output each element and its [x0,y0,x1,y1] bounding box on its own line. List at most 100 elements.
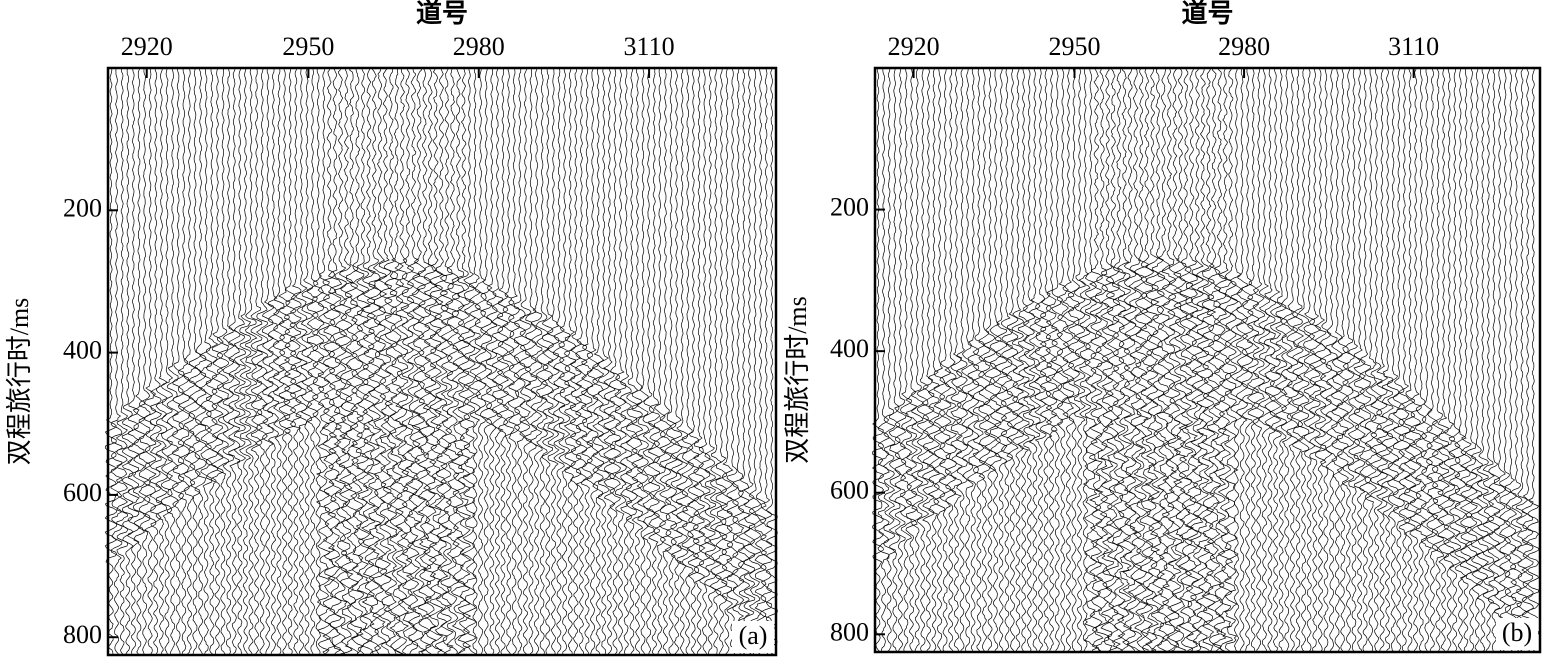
trace [905,67,918,653]
trace [608,67,622,655]
trace [400,67,416,655]
trace [405,67,422,655]
trace [653,67,667,655]
trace [306,67,319,655]
trace [636,67,650,655]
trace [194,67,207,655]
trace [205,67,219,655]
trace [541,67,555,655]
trace [553,67,565,655]
trace [491,67,504,655]
trace [1527,67,1540,653]
trace [983,67,997,653]
trace [1122,67,1138,653]
trace [1000,67,1013,653]
trace [355,67,371,655]
y-tick-label: 400 [63,336,102,365]
trace [1331,67,1344,653]
trace [160,67,174,655]
trace [383,67,399,655]
trace [720,67,734,655]
trace [597,67,610,655]
trace [1116,67,1133,653]
trace [315,67,332,655]
trace [104,67,118,655]
trace [1314,67,1327,653]
trace [1403,67,1417,653]
trace [1347,67,1361,653]
trace [474,67,487,655]
trace [1269,67,1282,653]
trace [698,67,711,655]
panel: 道号 2920 2950 2980 3110 200 400 600 800 双程旅行时/ms (a… [5,0,778,657]
trace [1039,67,1053,653]
trace [149,68,163,655]
trace [1139,67,1155,653]
trace [1073,67,1086,653]
trace [994,67,1008,653]
trace [166,67,179,655]
trace [563,67,577,655]
trace [393,67,410,655]
trace [743,67,756,655]
trace [939,67,952,653]
trace [1303,67,1316,653]
trace [233,67,247,655]
trace [1127,67,1144,653]
trace [1325,67,1338,653]
trace [1392,67,1405,653]
trace [1308,67,1322,653]
trace [732,67,745,655]
trace [138,67,151,655]
trace [575,67,588,655]
trace [1459,67,1473,653]
y-axis-title: 双程旅行时/ms [5,298,34,466]
trace [216,67,229,655]
trace [1223,67,1239,653]
trace [283,67,297,655]
trace [261,68,274,654]
trace [1150,67,1166,653]
trace [132,67,146,655]
trace [519,67,532,655]
trace [1051,67,1064,653]
trace [1144,67,1161,653]
trace [1364,67,1378,653]
trace [1017,67,1030,653]
trace [1195,67,1211,653]
trace [922,67,935,653]
trace [333,67,348,655]
trace [461,67,478,655]
trace [428,67,444,655]
trace [439,67,455,655]
trace [625,67,639,655]
trace [250,67,263,655]
y-tick-label: 800 [830,617,869,646]
trace [877,67,890,653]
plot-frame [873,66,1542,654]
trace [1246,67,1260,653]
trace [1166,67,1183,653]
trace [188,67,202,655]
trace [1319,68,1333,653]
trace [110,67,123,655]
trace [199,67,213,655]
trace [536,67,549,655]
trace [480,67,493,655]
y-tick-label: 600 [830,476,869,505]
trace [547,67,560,655]
panel-label: (a) [739,621,768,650]
trace [1358,67,1372,653]
traces [104,67,778,655]
panel: 道号 2920 2950 2980 3110 200 400 600 800 双程旅行时/ms (b… [783,0,1542,654]
x-tick-label: 2950 [282,32,334,61]
y-tick-label: 600 [63,478,102,507]
trace [278,67,292,655]
panel-label-bg [732,621,774,653]
trace [1082,67,1100,652]
trace [1217,67,1234,653]
y-tick-label: 800 [63,620,102,649]
trace [1241,67,1254,653]
trace [289,67,302,655]
